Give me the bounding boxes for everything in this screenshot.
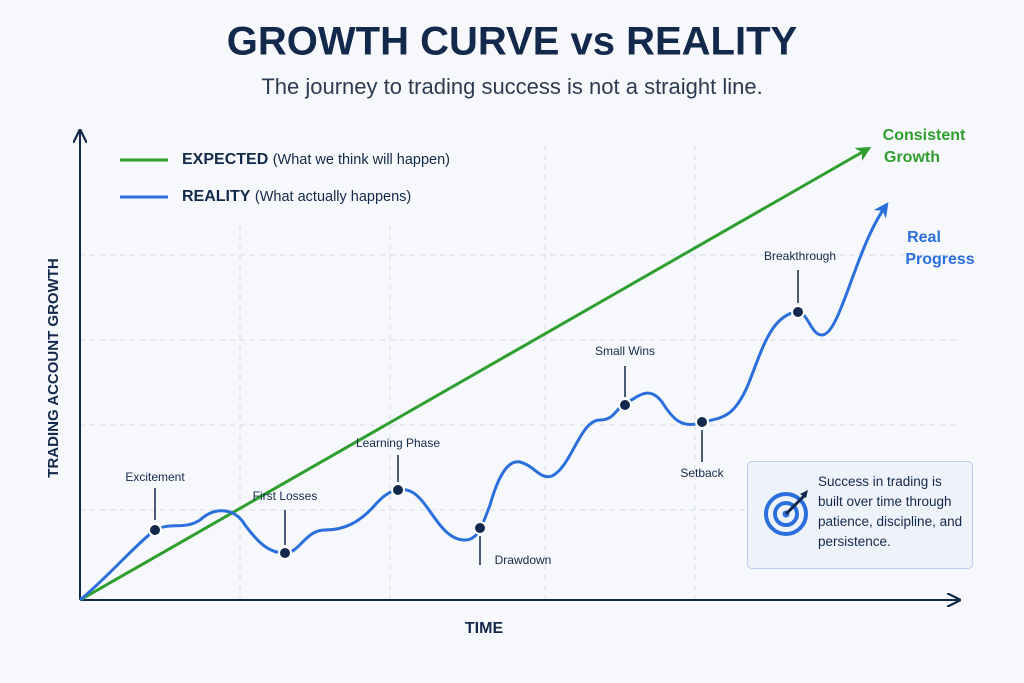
y-axis-label: TRADING ACCOUNT GROWTH [45,258,62,477]
end-label: Growth [884,149,940,166]
milestone-label: Drawdown [495,553,552,567]
milestone-label: Small Wins [595,344,655,358]
end-label: Real [907,229,941,246]
end-label: Progress [905,251,974,268]
subtitle: The journey to trading success is not a … [261,74,762,99]
expected-line [79,147,872,602]
end-label: Consistent [883,127,966,144]
target-icon [764,490,808,536]
milestone-dots [148,305,805,560]
reality-line [79,202,889,602]
legend-entry: REALITY (What actually happens) [182,188,411,205]
legend-entry: EXPECTED (What we think will happen) [182,151,450,168]
callout: Success in trading is built over time th… [747,461,973,569]
milestone-label: First Losses [253,489,318,503]
callout-text: Success in trading is built over time th… [818,474,963,549]
milestone-label: Learning Phase [356,436,440,450]
milestone-label: Excitement [125,470,185,484]
x-axis-label: TIME [465,620,504,637]
milestone-label: Breakthrough [764,249,836,263]
title: GROWTH CURVE vs REALITY [227,20,798,64]
milestone-label: Setback [680,466,724,480]
